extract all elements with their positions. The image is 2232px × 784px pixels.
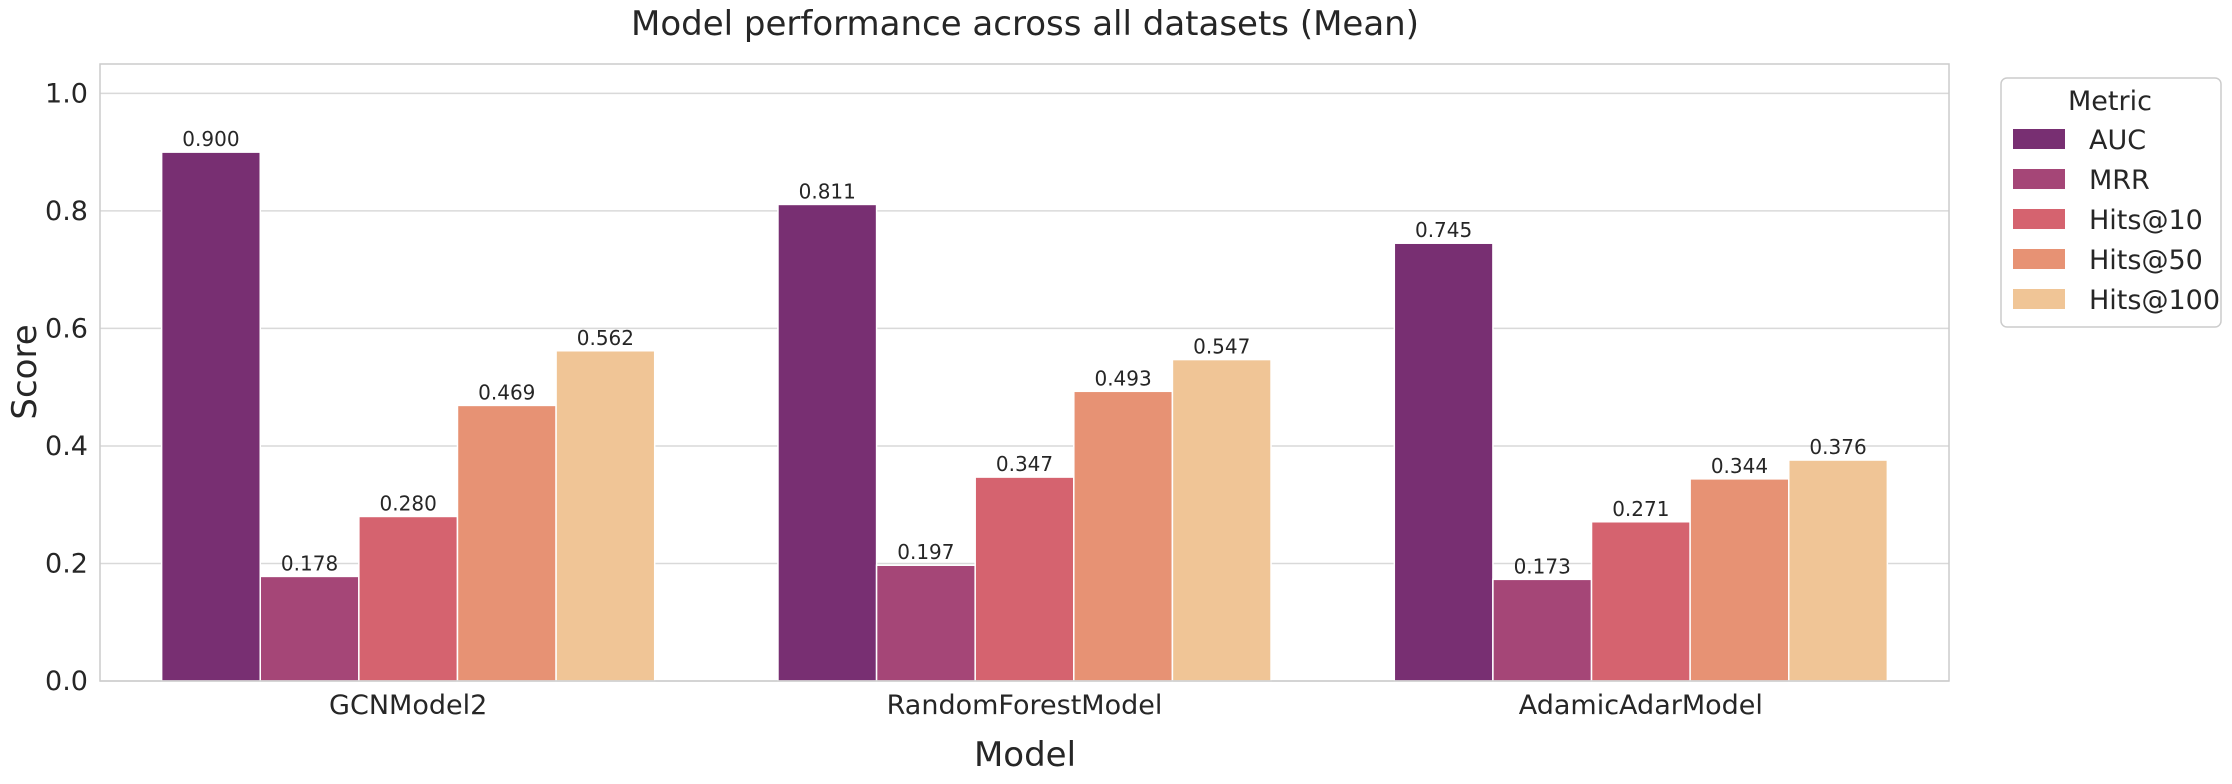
- legend-swatch: [2013, 249, 2065, 269]
- bar-value-label: 0.280: [380, 491, 437, 515]
- bar-auc: [777, 203, 878, 682]
- legend-label: MRR: [2089, 165, 2150, 196]
- legend-title: Metric: [2068, 86, 2152, 117]
- bar-hits-10: [358, 515, 459, 682]
- bar-value-label: 0.493: [1094, 366, 1151, 390]
- bar-mrr: [259, 575, 360, 682]
- bar-value-label: 0.178: [281, 551, 338, 575]
- x-tick-label: GCNModel2: [329, 690, 487, 721]
- bar-value-label: 0.745: [1415, 218, 1472, 242]
- legend-label: Hits@10: [2089, 205, 2203, 236]
- bars: [160, 151, 1889, 682]
- bar-value-label: 0.271: [1612, 497, 1669, 521]
- y-tick-label: 0.2: [45, 548, 88, 579]
- bar-hits-100: [1171, 358, 1272, 682]
- legend-label: AUC: [2089, 125, 2146, 156]
- bar-auc: [160, 151, 261, 682]
- y-tick-label: 0.4: [45, 431, 88, 462]
- x-tick-label: AdamicAdarModel: [1519, 690, 1763, 721]
- y-tick-label: 0.0: [45, 666, 88, 697]
- bar-hits-50: [1073, 390, 1174, 682]
- y-tick-labels: 0.0 0.2 0.4 0.6 0.8 1.0: [45, 78, 88, 697]
- bar-hits-100: [1788, 459, 1889, 682]
- bar-value-label: 0.197: [897, 540, 954, 564]
- bar-value-label: 0.376: [1809, 435, 1866, 459]
- bar-labels: 0.900 0.178 0.280 0.469 0.562 0.811 0.197 0.347…: [182, 127, 1866, 578]
- bar-hits-100: [555, 350, 656, 682]
- bar-hits-50: [456, 404, 557, 682]
- legend-items: AUC MRR Hits@10 Hits@50 Hits@100: [2013, 125, 2220, 316]
- bar-value-label: 0.811: [799, 179, 856, 203]
- bar-value-label: 0.347: [996, 452, 1053, 476]
- bar-mrr: [1492, 578, 1593, 682]
- x-tick-label: RandomForestModel: [887, 690, 1163, 721]
- y-tick-label: 1.0: [45, 78, 88, 109]
- legend: Metric AUC MRR Hits@10 Hits@50 Hits@100: [2000, 77, 2222, 328]
- plot-frame: [99, 63, 1950, 682]
- y-tick-label: 0.6: [45, 313, 88, 344]
- y-tick-label: 0.8: [45, 196, 88, 227]
- legend-label: Hits@50: [2089, 245, 2203, 276]
- bar-auc: [1393, 242, 1494, 682]
- bar-mrr: [875, 564, 976, 682]
- legend-swatch: [2013, 209, 2065, 229]
- legend-swatch: [2013, 169, 2065, 189]
- bar-hits-10: [974, 476, 1075, 682]
- x-tick-labels: GCNModel2 RandomForestModel AdamicAdarMode…: [329, 690, 1763, 721]
- legend-label: Hits@100: [2089, 285, 2220, 316]
- legend-swatch: [2013, 289, 2065, 309]
- bar-hits-10: [1590, 521, 1691, 682]
- legend-swatch: [2013, 129, 2065, 149]
- bar-value-label: 0.344: [1711, 454, 1768, 478]
- x-axis-label: Model: [974, 735, 1076, 775]
- bar-value-label: 0.562: [577, 326, 634, 350]
- bar-value-label: 0.900: [182, 127, 239, 151]
- chart-title: Model performance across all datasets (M…: [631, 4, 1419, 44]
- y-axis-label: Score: [5, 324, 45, 419]
- bar-value-label: 0.173: [1514, 554, 1571, 578]
- bar-hits-50: [1689, 478, 1790, 682]
- bar-value-label: 0.547: [1193, 335, 1250, 359]
- bar-value-label: 0.469: [478, 380, 535, 404]
